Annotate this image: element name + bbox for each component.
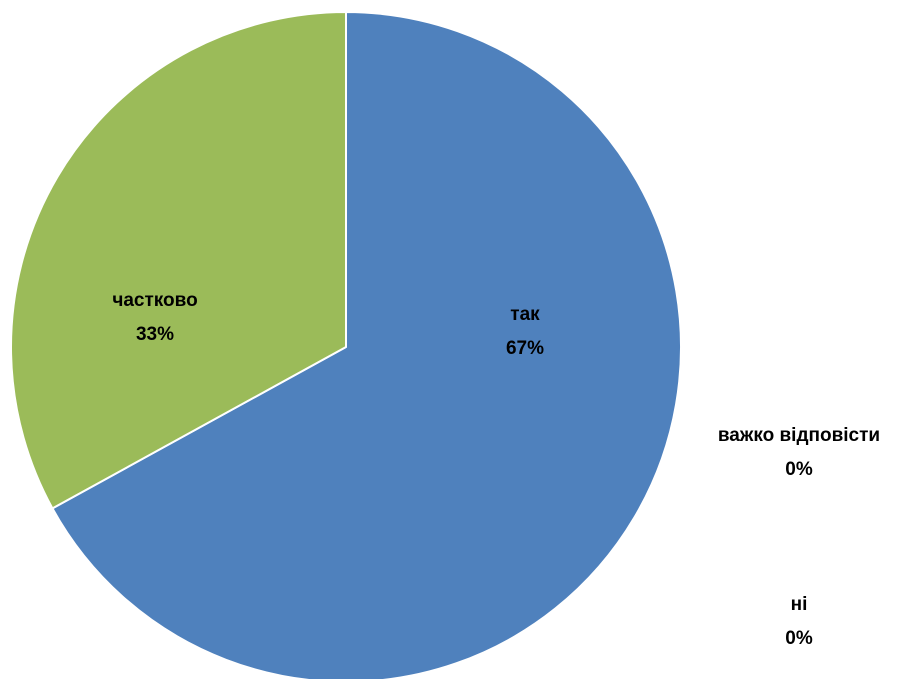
pie-labels: так 67% ні 0% частково 33% важко відповісти 0%: [112, 290, 880, 649]
slice-data-label-4: важко відповісти 0%: [718, 425, 880, 480]
slice-category-label: важко відповісти: [718, 425, 880, 446]
slice-percent-label: 67%: [506, 338, 544, 359]
slice-percent-label: 33%: [136, 324, 174, 345]
pie-slices: [10, 11, 682, 679]
slice-data-label-3: частково 33%: [112, 290, 197, 345]
slice-data-label-2: ні 0%: [785, 594, 813, 649]
slice-category-label: частково: [112, 290, 197, 311]
slice-percent-label: 0%: [785, 459, 813, 480]
pie-slice-3: [10, 11, 347, 510]
slice-category-label: ні: [791, 594, 808, 615]
slice-percent-label: 0%: [785, 628, 813, 649]
slice-data-label-1: так 67%: [506, 304, 544, 359]
slice-category-label: так: [510, 304, 540, 325]
pie-slice-1: [51, 11, 682, 679]
